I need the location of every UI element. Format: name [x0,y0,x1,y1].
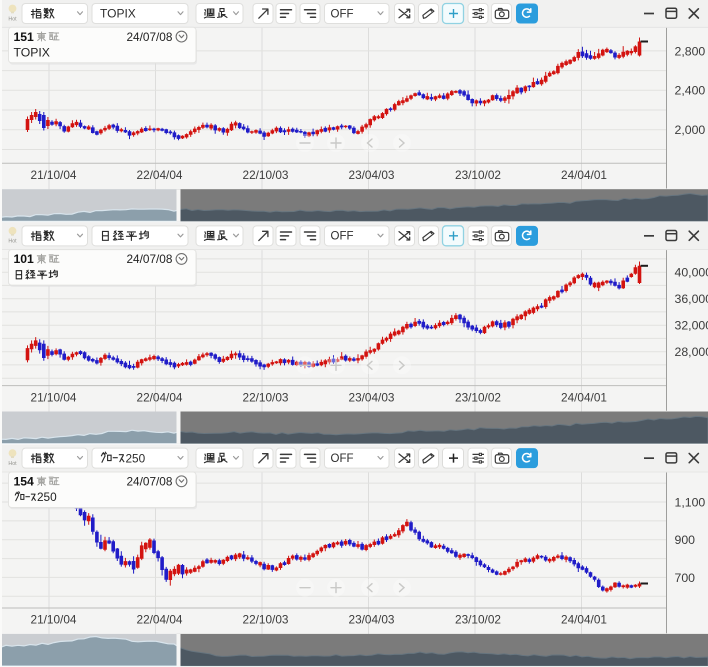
svg-text:2,800: 2,800 [675,44,706,58]
svg-text:21/10/04: 21/10/04 [31,390,77,404]
svg-text:TOPIX: TOPIX [100,7,136,21]
svg-text:1,100: 1,100 [675,495,706,509]
svg-text:22/04/04: 22/04/04 [137,613,183,627]
svg-text:23/04/03: 23/04/03 [349,390,395,404]
svg-text:24/07/08: 24/07/08 [127,252,173,266]
svg-text:23/10/02: 23/10/02 [455,613,501,627]
svg-text:2,400: 2,400 [675,84,706,98]
svg-text:2,000: 2,000 [675,123,706,137]
svg-text:Hot: Hot [8,16,17,22]
svg-text:250: 250 [126,451,146,465]
svg-text:22/10/03: 22/10/03 [243,390,289,404]
svg-text:24/04/01: 24/04/01 [561,390,607,404]
svg-text:OFF: OFF [331,8,354,20]
svg-text:23/04/03: 23/04/03 [349,168,395,182]
svg-text:22/04/04: 22/04/04 [137,168,183,182]
svg-text:24/04/01: 24/04/01 [561,613,607,627]
svg-text:40,000: 40,000 [675,266,708,280]
svg-text:900: 900 [675,533,696,547]
svg-text:28,000: 28,000 [675,345,708,359]
svg-text:24/04/01: 24/04/01 [561,168,607,182]
svg-text:22/04/04: 22/04/04 [137,390,183,404]
svg-text:32,000: 32,000 [675,319,708,333]
svg-text:OFF: OFF [331,453,354,465]
svg-text:22/10/03: 22/10/03 [243,613,289,627]
svg-text:21/10/04: 21/10/04 [31,613,77,627]
svg-text:24/07/08: 24/07/08 [127,30,173,44]
svg-text:Hot: Hot [8,461,17,467]
svg-text:36,000: 36,000 [675,292,708,306]
svg-text:23/10/02: 23/10/02 [455,390,501,404]
svg-text:Hot: Hot [8,239,17,245]
svg-text:23/10/02: 23/10/02 [455,168,501,182]
svg-text:21/10/04: 21/10/04 [31,168,77,182]
svg-text:101: 101 [14,252,35,266]
svg-text:TOPIX: TOPIX [14,46,50,60]
svg-text:700: 700 [675,571,696,585]
svg-text:24/07/08: 24/07/08 [127,474,173,488]
svg-text:250: 250 [37,490,57,504]
svg-text:154: 154 [14,474,35,488]
svg-text:22/10/03: 22/10/03 [243,168,289,182]
svg-text:151: 151 [14,30,35,44]
svg-text:23/04/03: 23/04/03 [349,613,395,627]
svg-text:OFF: OFF [331,231,354,243]
